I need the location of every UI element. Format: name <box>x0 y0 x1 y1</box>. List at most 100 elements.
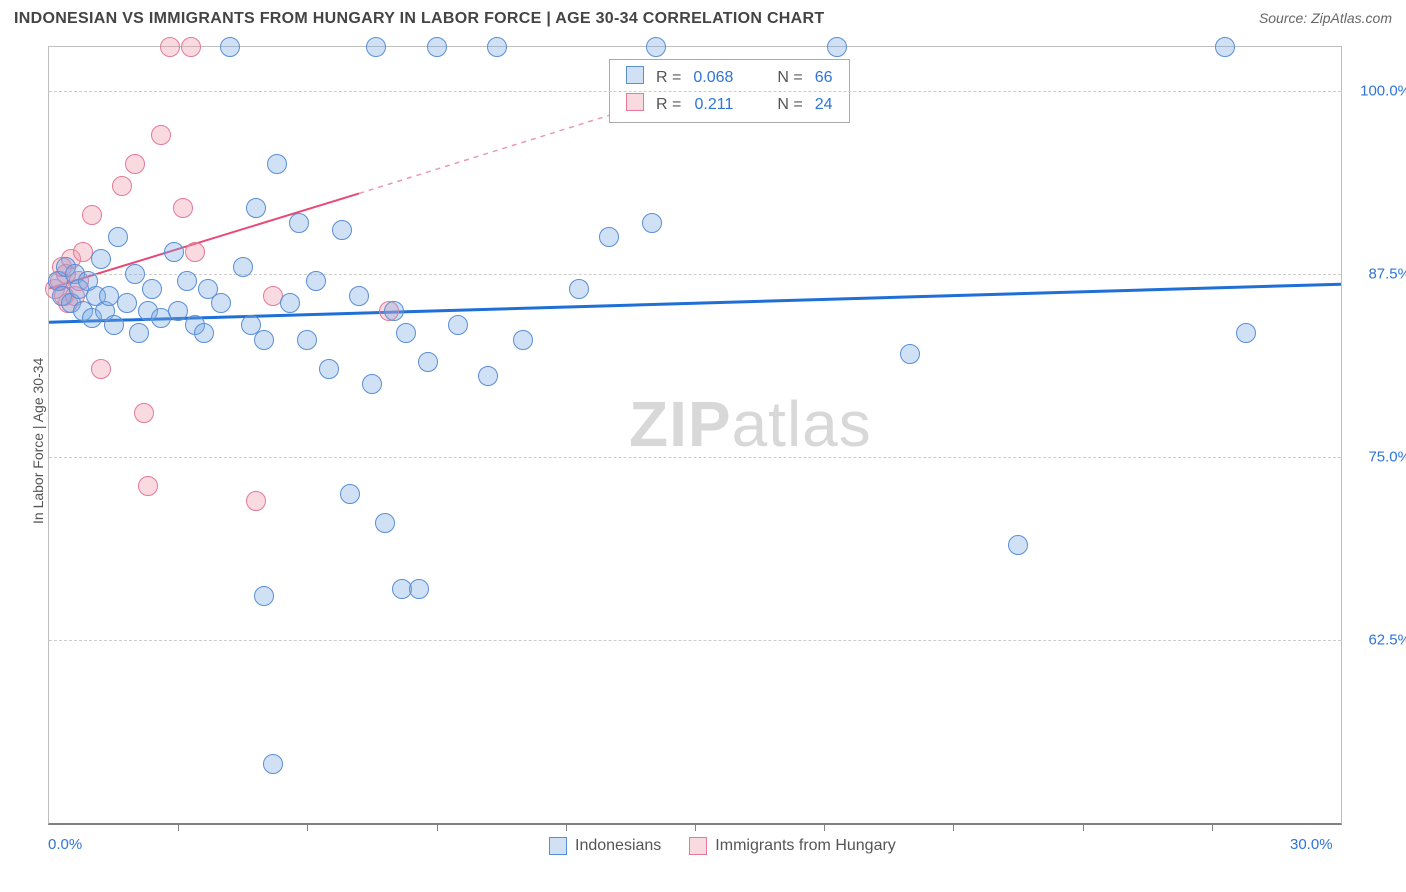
x-axis-max-label: 30.0% <box>1290 836 1333 853</box>
legend-label-indonesians: Indonesians <box>575 837 661 855</box>
data-point-hungary <box>151 125 171 145</box>
data-point-indonesians <box>246 198 266 218</box>
x-tick <box>824 823 825 831</box>
gridline <box>49 640 1341 641</box>
data-point-indonesians <box>142 279 162 299</box>
source-label: Source: ZipAtlas.com <box>1259 10 1392 26</box>
x-tick <box>437 823 438 831</box>
data-point-hungary <box>112 176 132 196</box>
data-point-indonesians <box>254 586 274 606</box>
data-point-hungary <box>138 476 158 496</box>
data-point-hungary <box>160 37 180 57</box>
data-point-indonesians <box>194 323 214 343</box>
data-point-indonesians <box>599 227 619 247</box>
swatch-indonesians-icon <box>626 66 644 84</box>
data-point-indonesians <box>375 513 395 533</box>
swatch-hungary-icon <box>689 837 707 855</box>
watermark-atlas: atlas <box>732 388 872 460</box>
series-legend: Indonesians Immigrants from Hungary <box>549 837 896 855</box>
x-tick <box>1083 823 1084 831</box>
data-point-indonesians <box>220 37 240 57</box>
n-value-hungary: 24 <box>809 91 839 118</box>
watermark-zip: ZIP <box>629 388 732 460</box>
data-point-indonesians <box>1236 323 1256 343</box>
data-point-indonesians <box>289 213 309 233</box>
data-point-indonesians <box>646 37 666 57</box>
r-label: R = <box>650 91 687 118</box>
data-point-indonesians <box>164 242 184 262</box>
n-label: N = <box>771 64 808 91</box>
data-point-hungary <box>173 198 193 218</box>
r-label: R = <box>650 64 687 91</box>
data-point-indonesians <box>117 293 137 313</box>
data-point-indonesians <box>900 344 920 364</box>
data-point-hungary <box>82 205 102 225</box>
data-point-indonesians <box>418 352 438 372</box>
data-point-hungary <box>91 359 111 379</box>
title-bar: INDONESIAN VS IMMIGRANTS FROM HUNGARY IN… <box>14 10 1392 28</box>
y-tick-label: 100.0% <box>1351 82 1406 99</box>
x-tick <box>307 823 308 831</box>
x-axis-min-label: 0.0% <box>48 836 82 853</box>
data-point-indonesians <box>129 323 149 343</box>
data-point-indonesians <box>827 37 847 57</box>
data-point-indonesians <box>409 579 429 599</box>
x-tick <box>1212 823 1213 831</box>
data-point-indonesians <box>366 37 386 57</box>
n-value-indonesians: 66 <box>809 64 839 91</box>
legend-item-indonesians: Indonesians <box>549 837 661 855</box>
gridline <box>49 91 1341 92</box>
correlation-row-hungary: R = 0.211 N = 24 <box>620 91 839 118</box>
data-point-indonesians <box>642 213 662 233</box>
x-tick <box>178 823 179 831</box>
data-point-indonesians <box>319 359 339 379</box>
data-point-indonesians <box>297 330 317 350</box>
x-tick <box>953 823 954 831</box>
data-point-indonesians <box>104 315 124 335</box>
r-value-indonesians: 0.068 <box>687 64 739 91</box>
swatch-hungary-icon <box>626 93 644 111</box>
n-label: N = <box>771 91 808 118</box>
data-point-indonesians <box>280 293 300 313</box>
data-point-indonesians <box>1008 535 1028 555</box>
data-point-hungary <box>134 403 154 423</box>
data-point-indonesians <box>478 366 498 386</box>
r-value-hungary: 0.211 <box>687 91 739 118</box>
data-point-hungary <box>185 242 205 262</box>
data-point-indonesians <box>267 154 287 174</box>
correlation-row-indonesians: R = 0.068 N = 66 <box>620 64 839 91</box>
data-point-indonesians <box>108 227 128 247</box>
watermark: ZIPatlas <box>629 387 872 461</box>
data-point-indonesians <box>384 301 404 321</box>
data-point-indonesians <box>233 257 253 277</box>
data-point-indonesians <box>513 330 533 350</box>
gridline <box>49 457 1341 458</box>
data-point-indonesians <box>1215 37 1235 57</box>
data-point-indonesians <box>340 484 360 504</box>
data-point-indonesians <box>349 286 369 306</box>
data-point-indonesians <box>254 330 274 350</box>
y-axis-title: In Labor Force | Age 30-34 <box>30 358 46 524</box>
data-point-hungary <box>246 491 266 511</box>
x-tick <box>695 823 696 831</box>
data-point-hungary <box>125 154 145 174</box>
x-tick <box>566 823 567 831</box>
data-point-indonesians <box>569 279 589 299</box>
plot-area: ZIPatlas R = 0.068 N = 66 R = 0.211 N = … <box>48 46 1342 825</box>
y-tick-label: 62.5% <box>1351 631 1406 648</box>
data-point-hungary <box>181 37 201 57</box>
data-point-indonesians <box>211 293 231 313</box>
trend-lines <box>49 47 1341 823</box>
swatch-indonesians-icon <box>549 837 567 855</box>
chart-title: INDONESIAN VS IMMIGRANTS FROM HUNGARY IN… <box>14 10 824 28</box>
data-point-indonesians <box>332 220 352 240</box>
data-point-indonesians <box>125 264 145 284</box>
data-point-indonesians <box>91 249 111 269</box>
data-point-indonesians <box>487 37 507 57</box>
data-point-indonesians <box>427 37 447 57</box>
data-point-indonesians <box>448 315 468 335</box>
data-point-indonesians <box>362 374 382 394</box>
data-point-indonesians <box>168 301 188 321</box>
data-point-indonesians <box>177 271 197 291</box>
data-point-indonesians <box>263 754 283 774</box>
